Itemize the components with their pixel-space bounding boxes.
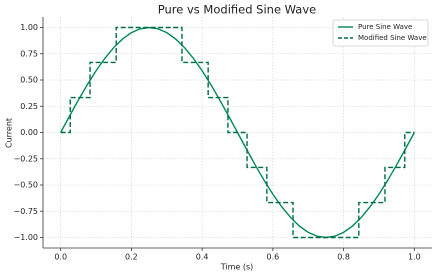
x-tick-label: 0.4	[196, 253, 209, 262]
x-tick-label: 0.2	[125, 253, 138, 262]
y-tick-label: 0.75	[20, 49, 38, 58]
x-tick-label: 0.6	[266, 253, 279, 262]
y-tick-label: −0.50	[13, 181, 38, 190]
y-tick-label: 0.25	[20, 102, 38, 111]
legend-box	[332, 19, 429, 47]
legend-label: Pure Sine Wave	[358, 23, 412, 31]
chart-title: Pure vs Modified Sine Wave	[158, 3, 316, 17]
legend: Pure Sine Wave Modified Sine Wave	[332, 19, 429, 47]
y-tick-label: −1.00	[13, 233, 38, 242]
y-tick-label: 0.50	[20, 76, 38, 85]
legend-label: Modified Sine Wave	[358, 34, 427, 42]
y-tick-label: 0.00	[20, 128, 38, 137]
x-tick-label: 1.0	[408, 253, 421, 262]
x-axis-label: Time (s)	[220, 263, 254, 272]
y-tick-label: −0.75	[13, 207, 38, 216]
y-tick-label: 1.00	[20, 23, 38, 32]
x-tick-label: 0.0	[54, 253, 67, 262]
y-axis-label: Current	[5, 118, 14, 148]
x-tick-label: 0.8	[337, 253, 350, 262]
y-tick-label: −0.25	[13, 154, 38, 163]
series-line	[60, 26, 415, 239]
